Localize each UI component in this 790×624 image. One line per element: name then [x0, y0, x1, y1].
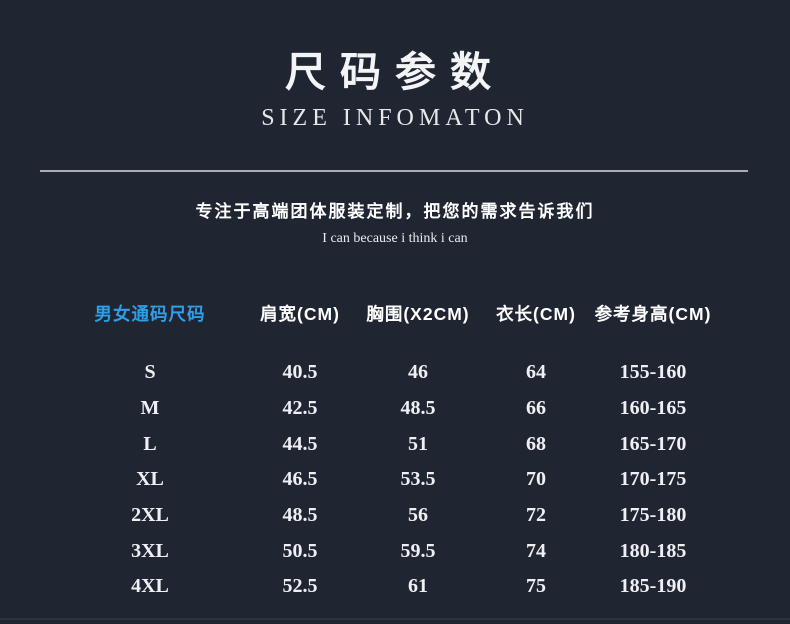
header-unisex-size: 男女通码尺码 — [94, 303, 206, 324]
length-cell: 66 — [526, 397, 546, 420]
height-cell: 160-165 — [619, 397, 687, 420]
size-cell: M — [140, 397, 160, 420]
shoulder-cell: 42.5 — [282, 397, 318, 420]
chest-cell: 46 — [408, 361, 428, 384]
table-row: 2XL 48.5 56 72 175-180 — [55, 498, 715, 534]
height-cell: 170-175 — [619, 468, 687, 491]
height-cell: 165-170 — [619, 432, 687, 455]
bottom-edge-line — [0, 618, 790, 620]
page-title-english: SIZE INFOMATON — [261, 105, 529, 131]
length-cell: 64 — [526, 361, 546, 384]
chest-cell: 48.5 — [400, 397, 436, 420]
header-reference-height: 参考身高(CM) — [594, 303, 712, 324]
height-cell: 155-160 — [619, 361, 687, 384]
chest-cell: 61 — [408, 575, 428, 598]
shoulder-cell: 40.5 — [282, 361, 318, 384]
header-garment-length: 衣长(CM) — [496, 303, 576, 324]
table-row: M 42.5 48.5 66 160-165 — [55, 391, 715, 427]
table-body: S 40.5 46 64 155-160 M 42.5 48.5 66 160-… — [55, 355, 715, 605]
height-cell: 180-185 — [619, 539, 687, 562]
shoulder-cell: 46.5 — [282, 468, 318, 491]
length-cell: 70 — [526, 468, 546, 491]
table-row: 4XL 52.5 61 75 185-190 — [55, 569, 715, 605]
tagline-chinese: 专注于高端团体服装定制，把您的需求告诉我们 — [195, 202, 595, 221]
tagline-english: I can because i think i can — [322, 231, 468, 246]
size-cell: L — [143, 432, 157, 455]
chest-cell: 53.5 — [400, 468, 436, 491]
shoulder-cell: 44.5 — [282, 432, 318, 455]
chest-cell: 51 — [408, 432, 428, 455]
table-header-row: 男女通码尺码 肩宽(CM) 胸围(X2CM) 衣长(CM) 参考身高(CM) — [55, 297, 715, 329]
height-cell: 175-180 — [619, 504, 687, 527]
size-cell: 3XL — [131, 539, 169, 562]
length-cell: 72 — [526, 504, 546, 527]
shoulder-cell: 48.5 — [282, 504, 318, 527]
table-row: XL 46.5 53.5 70 170-175 — [55, 462, 715, 498]
length-cell: 75 — [526, 575, 546, 598]
header-shoulder-width: 肩宽(CM) — [260, 303, 340, 324]
length-cell: 74 — [526, 539, 546, 562]
size-cell: 2XL — [131, 504, 169, 527]
size-cell: XL — [136, 468, 164, 491]
table-row: S 40.5 46 64 155-160 — [55, 355, 715, 391]
page-title-chinese: 尺码参数 — [285, 48, 505, 96]
height-cell: 185-190 — [619, 575, 687, 598]
header-chest: 胸围(X2CM) — [366, 303, 470, 324]
shoulder-cell: 50.5 — [282, 539, 318, 562]
table-row: L 44.5 51 68 165-170 — [55, 426, 715, 462]
size-cell: 4XL — [131, 575, 169, 598]
chest-cell: 59.5 — [400, 539, 436, 562]
horizontal-divider — [40, 170, 748, 172]
size-cell: S — [144, 361, 156, 384]
chest-cell: 56 — [408, 504, 428, 527]
table-row: 3XL 50.5 59.5 74 180-185 — [55, 533, 715, 569]
shoulder-cell: 52.5 — [282, 575, 318, 598]
size-table: 男女通码尺码 肩宽(CM) 胸围(X2CM) 衣长(CM) 参考身高(CM) S… — [55, 297, 715, 605]
length-cell: 68 — [526, 432, 546, 455]
